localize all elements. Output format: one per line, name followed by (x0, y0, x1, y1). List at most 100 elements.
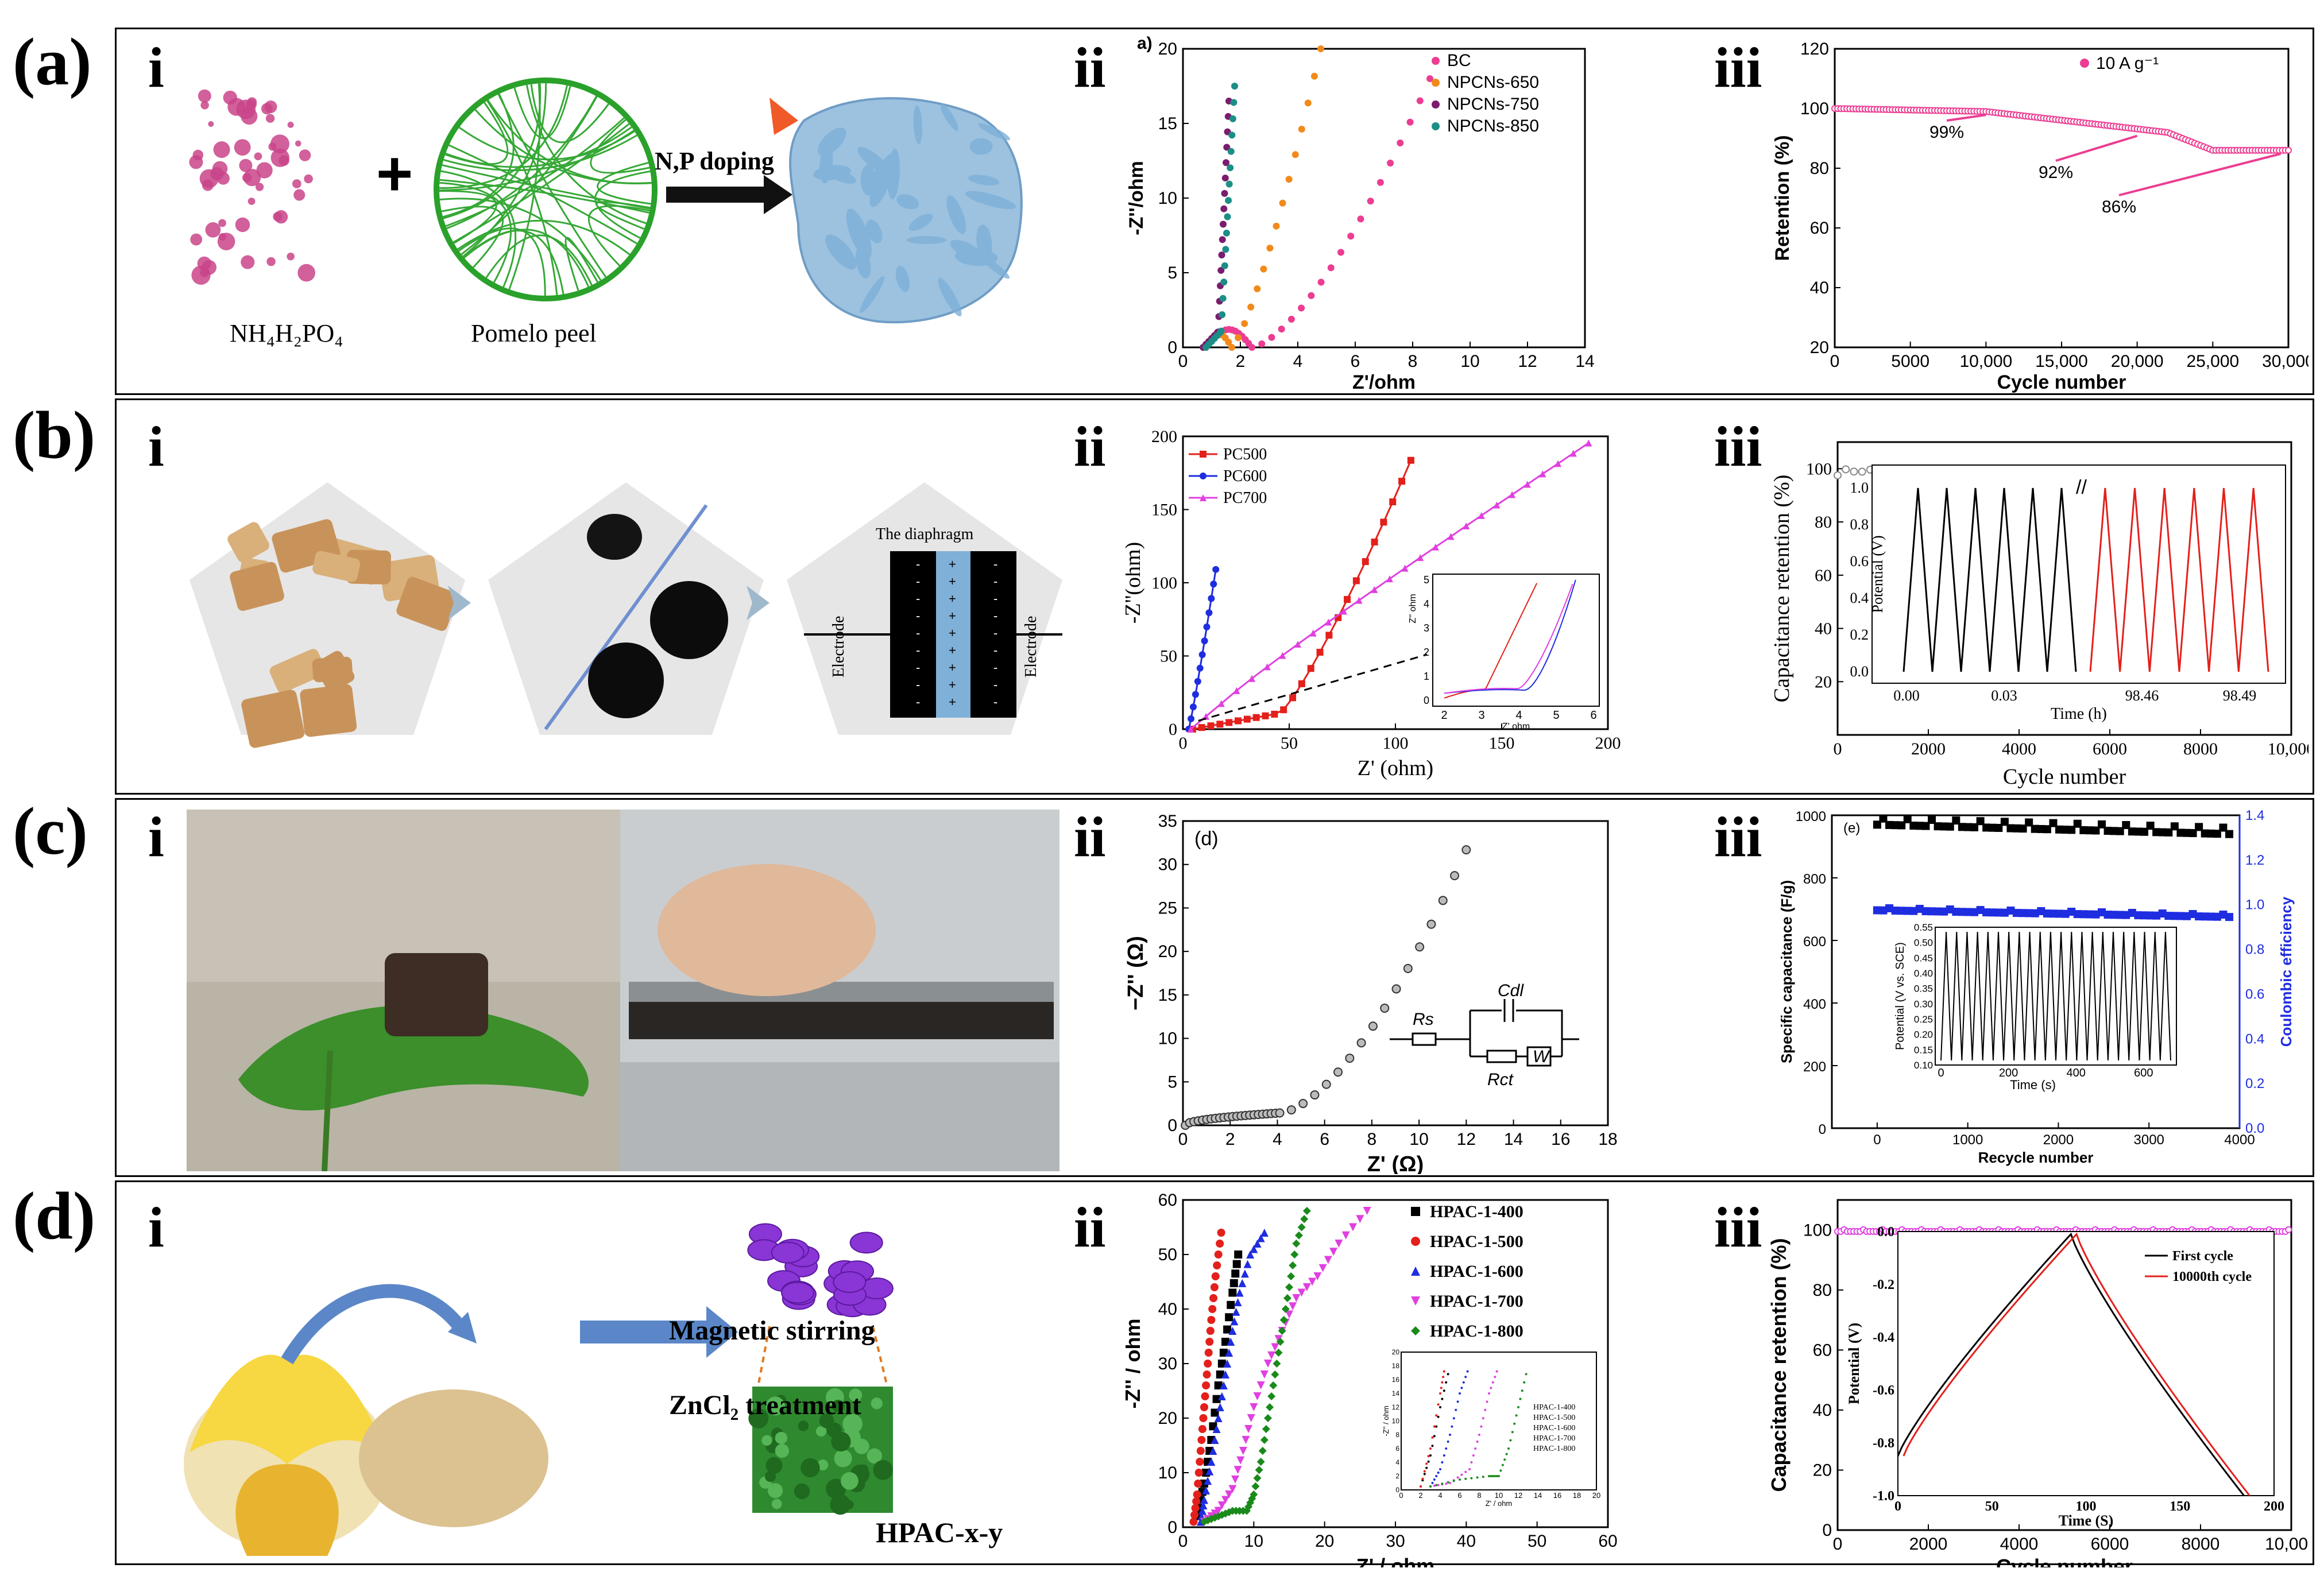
series-0-point (1223, 1325, 1232, 1334)
pentagon-peel-photo (190, 482, 465, 748)
x-tick-label: 60 (1598, 1532, 1617, 1551)
efficiency-point (1928, 907, 1936, 916)
legend-marker (1200, 494, 1207, 501)
y-axis-label: -Z''/ohm (1126, 161, 1147, 235)
carbon-flake (976, 224, 992, 260)
legend-marker (1200, 451, 1207, 458)
carbon-flake (887, 148, 900, 200)
efficiency-point (2188, 910, 2197, 919)
inset-series-3-point (1480, 1425, 1483, 1428)
inset-y-tick: 0 (1424, 695, 1429, 706)
fiber-strand (444, 126, 632, 168)
capacitance-point (2188, 829, 2197, 838)
inset-initial-cycles (1902, 487, 2077, 672)
peel-piece (312, 551, 361, 582)
legend-marker (1432, 57, 1440, 65)
inset-x-tick: 20 (1592, 1491, 1600, 1500)
series-3-point (1297, 1288, 1306, 1297)
series-1-point (1211, 1272, 1220, 1280)
capacitance-point (2164, 828, 2173, 837)
inset-series-0-point (1431, 1445, 1434, 1447)
sem-grain (768, 1483, 783, 1499)
inset-series-3-point (1449, 1482, 1451, 1484)
legend-label: PC500 (1223, 446, 1267, 463)
circuit-label: Rs (1413, 1010, 1434, 1029)
x-tick-label: 8000 (2183, 739, 2218, 758)
series-1-point (1204, 1349, 1213, 1357)
x-tick-label: 15,000 (2035, 352, 2088, 371)
impedance-point (1461, 845, 1471, 855)
inset-series-3-point (1470, 1461, 1473, 1463)
series-0-point (1397, 139, 1404, 146)
y-tick-label: 10 (1158, 1463, 1177, 1482)
particle-dot (190, 233, 203, 246)
inset-series-2-point (1451, 1425, 1453, 1428)
inset-legend-label: HPAC-1-400 (1533, 1403, 1575, 1412)
sem-grain (771, 1499, 782, 1509)
inset-series-2-point (1431, 1482, 1434, 1484)
particle-dot (235, 217, 250, 233)
row-d-frame (115, 1180, 2314, 1565)
series-0-point (1347, 233, 1355, 240)
series-0-point (1398, 478, 1406, 485)
fiber-strand (597, 161, 651, 205)
series-0-point (1217, 1360, 1226, 1368)
series-0-point (1406, 118, 1414, 126)
fiber-strand (458, 126, 635, 161)
y-tick-label: 25 (1158, 899, 1177, 917)
series-2-point (1355, 597, 1363, 604)
series-3-point (1225, 197, 1232, 204)
series-3-point (1341, 1231, 1350, 1240)
y-tick-label: 150 (1151, 501, 1177, 520)
series-4-point (1258, 1447, 1267, 1455)
y-tick-label: 40 (1158, 1300, 1177, 1319)
x-tick-label: 14 (1504, 1130, 1523, 1149)
sem-grain (775, 1431, 788, 1445)
series-3-point (1256, 1381, 1265, 1389)
axis-break-icon: // (2076, 477, 2087, 498)
series-0-point (1243, 715, 1251, 723)
series-2-point (1248, 675, 1256, 682)
series-3-point (1230, 99, 1238, 106)
legend-label: HPAC-1-800 (1430, 1322, 1523, 1341)
legend-label: NPCNs-750 (1447, 95, 1539, 114)
series-1-point (1201, 1392, 1209, 1400)
series-3-point (1228, 131, 1236, 139)
inset-x-tick: 600 (2134, 1067, 2153, 1079)
y-tick-label: 0 (1169, 720, 1177, 739)
capacitance-point (1891, 821, 1900, 830)
y-tick-label: 10 (1158, 189, 1177, 208)
curved-arrow-icon (281, 1284, 465, 1365)
fiber-strand (457, 219, 631, 255)
panel-d-ii: ii (1074, 1195, 1106, 1259)
inset-series-1-point (1437, 1403, 1440, 1406)
corner-label: (d) (1194, 828, 1219, 850)
series-0-point (1307, 665, 1314, 672)
inset-y-tick: 10 (1392, 1417, 1400, 1425)
porous-carbon-icon (769, 97, 1023, 324)
fiber-strand (439, 181, 512, 283)
particle-dot (295, 140, 301, 147)
particle-dot (202, 179, 214, 191)
fiber-strand (463, 230, 564, 295)
x-tick-label: 8 (1408, 352, 1418, 371)
inset-series-1-point (1423, 1470, 1426, 1473)
pomelo-peel-sphere-icon (434, 78, 658, 301)
x-tick-label: 4000 (2000, 1535, 2039, 1554)
series-0-point (1231, 1269, 1240, 1278)
y2-tick-label: 1.0 (2245, 897, 2264, 913)
series-0-point (1407, 456, 1414, 464)
inset-series-2-point (1447, 1441, 1449, 1443)
efficiency-point (2183, 912, 2191, 920)
inset-x-tick: 4 (1438, 1491, 1442, 1500)
series-3-point (1229, 115, 1236, 122)
y-tick-label: 0 (1819, 1122, 1826, 1137)
particle-dot (261, 103, 273, 115)
plot-frame (1834, 48, 2290, 349)
x-tick-label: 4 (1293, 352, 1303, 371)
retention-point (2285, 1226, 2292, 1233)
x-tick-label: 10 (1244, 1532, 1263, 1551)
a-i-illustration: + (189, 78, 1023, 324)
inset-x-tick: 0 (1938, 1067, 1944, 1079)
series-3-point (1302, 1283, 1311, 1291)
